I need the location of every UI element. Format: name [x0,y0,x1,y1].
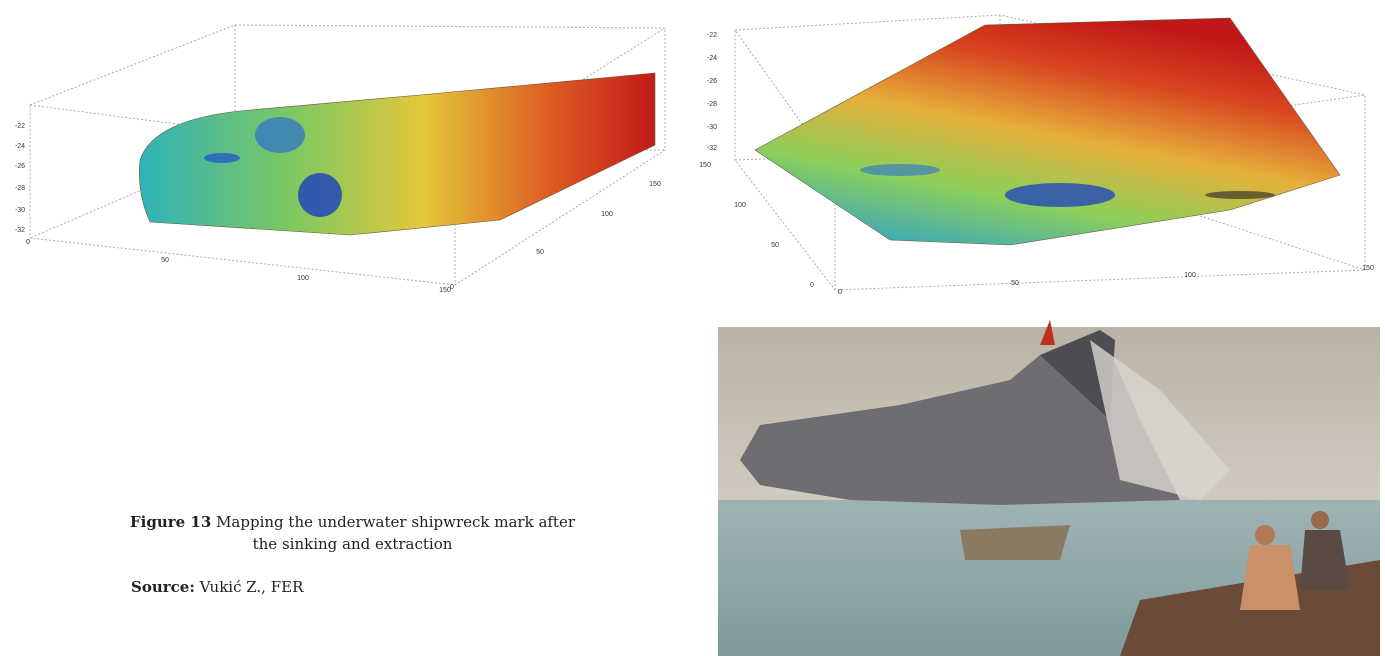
z-tick-label: -30 [707,124,717,131]
z-tick-label: -24 [15,143,25,150]
source-label: Source: [131,578,195,596]
x-tick-label: 150 [1362,265,1374,272]
z-tick-label: -32 [15,227,25,234]
source-line: Source: Vukić Z., FER [131,578,303,596]
y-tick-label: 50 [536,249,544,256]
x-tick-label: 100 [1184,272,1196,279]
y-tick-label: 100 [601,211,613,218]
depression [204,153,240,163]
x-tick-label: 50 [161,257,169,264]
y-tick-label: 0 [810,282,814,289]
x-tick-label: 100 [297,275,309,282]
depression [1205,191,1275,199]
y-tick-label: 150 [699,162,711,169]
caption-text: Mapping the underwater shipwreck mark af… [216,513,575,553]
z-tick-label: -28 [15,185,25,192]
depression [298,173,342,217]
figure-caption: Figure 13 Mapping the underwater shipwre… [130,511,575,555]
z-tick-label: -30 [15,207,25,214]
caption-label: Figure 13 [130,513,211,531]
x-tick-label: 50 [1011,280,1019,287]
depression [860,164,940,176]
x-tick-label: 0 [838,289,842,296]
depression [1005,183,1115,207]
z-tick-label: -32 [707,145,717,152]
depression [255,117,305,153]
z-tick-label: -24 [707,55,717,62]
z-tick-label: -28 [707,101,717,108]
painting [718,320,1380,656]
page: -22-24-26-28-30-32050100150050100150-22-… [0,0,1385,656]
z-tick-label: -22 [707,32,717,39]
surface-right [755,18,1340,245]
y-tick-label: 150 [649,181,661,188]
x-tick-label: 0 [26,239,30,246]
z-tick-label: -26 [707,78,717,85]
z-tick-label: -26 [15,163,25,170]
z-tick-label: -22 [15,123,25,130]
figures: -22-24-26-28-30-32050100150050100150-22-… [0,0,1385,656]
y-tick-label: 0 [450,284,454,291]
y-tick-label: 50 [771,242,779,249]
source-text: Vukić Z., FER [200,578,304,596]
y-tick-label: 100 [734,202,746,209]
